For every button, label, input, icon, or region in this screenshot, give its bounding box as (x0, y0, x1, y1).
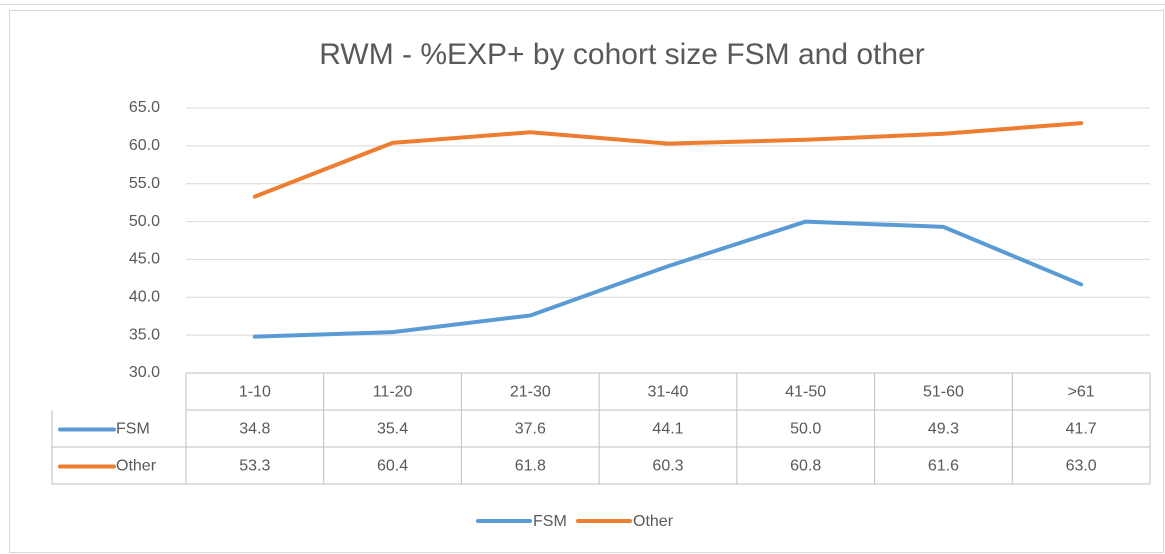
y-tick-label: 30.0 (129, 364, 160, 381)
x-tick-label: 31-40 (648, 384, 689, 401)
y-tick-label: 50.0 (129, 213, 160, 230)
y-tick-label: 45.0 (129, 251, 160, 268)
x-tick-label: 1-10 (239, 384, 271, 401)
x-tick-label: >61 (1068, 384, 1095, 401)
table-cell: 34.8 (239, 421, 270, 438)
table-cell: 50.0 (790, 421, 821, 438)
table-cell: 35.4 (377, 421, 408, 438)
y-tick-label: 65.0 (129, 99, 160, 116)
y-tick-label: 60.0 (129, 137, 160, 154)
table-cell: 63.0 (1066, 458, 1097, 475)
table-cell: 60.4 (377, 458, 408, 475)
x-tick-label: 41-50 (785, 384, 826, 401)
table-cell: 41.7 (1066, 421, 1097, 438)
legend-label: FSM (533, 513, 567, 530)
table-cell: 60.3 (652, 458, 683, 475)
table-row-header: Other (116, 458, 157, 475)
x-tick-label: 11-20 (373, 384, 413, 401)
table-cell: 60.8 (790, 458, 821, 475)
y-tick-label: 40.0 (129, 289, 160, 306)
x-tick-label: 51-60 (923, 384, 964, 401)
table-cell: 49.3 (928, 421, 959, 438)
series-line (252, 219, 1084, 339)
table-row-header: FSM (116, 421, 150, 438)
x-tick-label: 21-30 (510, 384, 551, 401)
table-cell: 61.6 (928, 458, 959, 475)
chart-frame (9, 10, 1164, 553)
chart-title: RWM - %EXP+ by cohort size FSM and other (319, 38, 925, 71)
table-cell: 61.8 (515, 458, 546, 475)
series-line (252, 121, 1084, 199)
table-cell: 44.1 (652, 421, 683, 438)
table-cell: 53.3 (239, 458, 270, 475)
table-cell: 37.6 (515, 421, 546, 438)
y-tick-label: 35.0 (129, 326, 160, 343)
legend-label: Other (633, 513, 674, 530)
y-tick-label: 55.0 (129, 175, 160, 192)
